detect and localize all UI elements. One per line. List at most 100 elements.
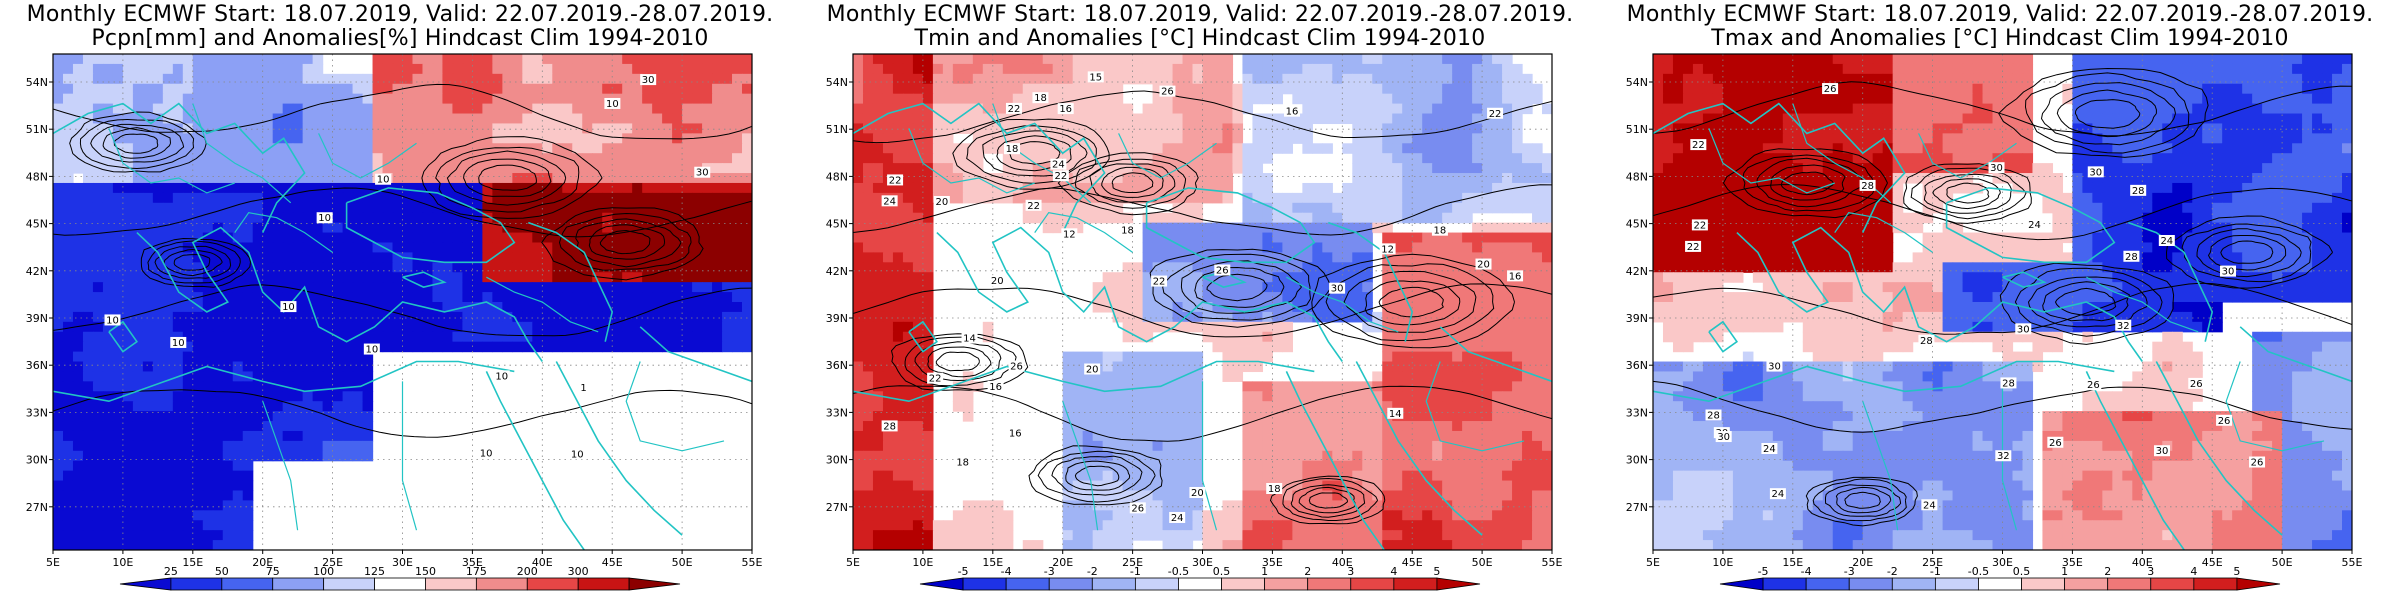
anomaly-cell [582, 292, 593, 303]
anomaly-cell [392, 54, 404, 65]
anomaly-cell [1272, 440, 1283, 452]
anomaly-cell [142, 192, 154, 204]
anomaly-cell [1162, 311, 1174, 323]
anomaly-cell [122, 73, 134, 85]
anomaly-cell [532, 242, 543, 253]
anomaly-cell [132, 272, 144, 283]
anomaly-cell [1392, 321, 1403, 333]
anomaly-cell [182, 153, 194, 164]
anomaly-cell [1352, 311, 1363, 323]
colorbar-label: 50 [215, 565, 229, 578]
anomaly-cell [853, 143, 864, 154]
contour-label: 30 [642, 75, 655, 86]
anomaly-cell [442, 143, 454, 154]
anomaly-cell [162, 173, 174, 184]
anomaly-cell [1102, 450, 1114, 462]
anomaly-cell [112, 173, 124, 184]
anomaly-cell [172, 391, 184, 402]
anomaly-cell [1372, 421, 1383, 432]
anomaly-cell [662, 173, 673, 184]
anomaly-cell [1492, 321, 1503, 333]
anomaly-cell [152, 73, 164, 85]
anomaly-cell [542, 341, 553, 353]
anomaly-cell [1532, 252, 1543, 263]
anomaly-cell [1272, 73, 1283, 85]
anomaly-cell [962, 113, 974, 125]
anomaly-cell [522, 143, 533, 154]
anomaly-cell [1142, 73, 1154, 85]
anomaly-cell [1532, 212, 1543, 224]
anomaly-cell [342, 371, 354, 382]
anomaly-cell [1442, 54, 1453, 65]
anomaly-cell [53, 292, 64, 303]
anomaly-cell [932, 163, 944, 174]
anomaly-cell [862, 63, 874, 75]
anomaly-cell [532, 182, 543, 194]
anomaly-cell [962, 411, 974, 422]
anomaly-cell [1502, 133, 1513, 144]
anomaly-cell [1382, 123, 1393, 134]
anomaly-cell [702, 212, 713, 224]
anomaly-cell [1282, 302, 1293, 313]
anomaly-cell [62, 510, 74, 521]
anomaly-cell [1142, 133, 1154, 144]
anomaly-cell [1422, 63, 1433, 75]
anomaly-cell [222, 272, 234, 283]
anomaly-cell [672, 63, 683, 75]
contour-label-bg [604, 97, 621, 109]
anomaly-cell [962, 381, 974, 392]
anomaly-cell [1392, 143, 1403, 154]
anomaly-cell [522, 222, 533, 234]
anomaly-cell [622, 54, 633, 65]
anomaly-cell [132, 371, 144, 382]
anomaly-cell [1122, 302, 1134, 313]
anomaly-cell [872, 222, 884, 234]
anomaly-cell [1272, 282, 1283, 293]
anomaly-cell [232, 143, 244, 154]
anomaly-cell [222, 222, 234, 234]
anomaly-cell [82, 262, 94, 273]
anomaly-cell [1392, 133, 1403, 144]
anomaly-cell [1112, 182, 1124, 194]
anomaly-cell [92, 361, 104, 373]
anomaly-cell [1242, 292, 1254, 303]
anomaly-cell [1272, 272, 1283, 283]
anomaly-cell [1312, 232, 1323, 244]
anomaly-cell [232, 460, 244, 472]
anomaly-cell [242, 143, 254, 154]
anomaly-cell [302, 133, 314, 144]
anomaly-cell [1532, 262, 1543, 273]
anomaly-cell [722, 103, 733, 115]
anomaly-cell [1272, 391, 1283, 402]
anomaly-cell [1312, 311, 1323, 323]
anomaly-cell [252, 292, 264, 303]
anomaly-cell [1212, 252, 1224, 263]
anomaly-cell [1432, 331, 1443, 343]
anomaly-cell [92, 321, 104, 333]
anomaly-cell [252, 331, 264, 343]
anomaly-cell [612, 212, 623, 224]
anomaly-cell [92, 292, 104, 303]
anomaly-cell [722, 153, 733, 164]
anomaly-cell [1312, 83, 1323, 95]
anomaly-cell [1412, 371, 1423, 382]
anomaly-cell [182, 460, 194, 472]
anomaly-cell [182, 480, 194, 492]
anomaly-cell [1122, 292, 1134, 303]
anomaly-cell [1082, 371, 1094, 382]
anomaly-cell [542, 123, 553, 134]
anomaly-cell [1372, 93, 1383, 105]
anomaly-cell [382, 103, 394, 115]
anomaly-cell [582, 282, 593, 293]
anomaly-cell [452, 321, 464, 333]
anomaly-cell [1252, 83, 1264, 95]
anomaly-cell [72, 123, 84, 134]
anomaly-cell [1322, 93, 1333, 105]
anomaly-cell [442, 302, 454, 313]
anomaly-cell [252, 351, 264, 363]
anomaly-cell [1152, 93, 1164, 105]
anomaly-cell [62, 540, 74, 550]
anomaly-cell [702, 252, 713, 263]
anomaly-cell [853, 381, 864, 392]
anomaly-cell [1502, 242, 1513, 253]
